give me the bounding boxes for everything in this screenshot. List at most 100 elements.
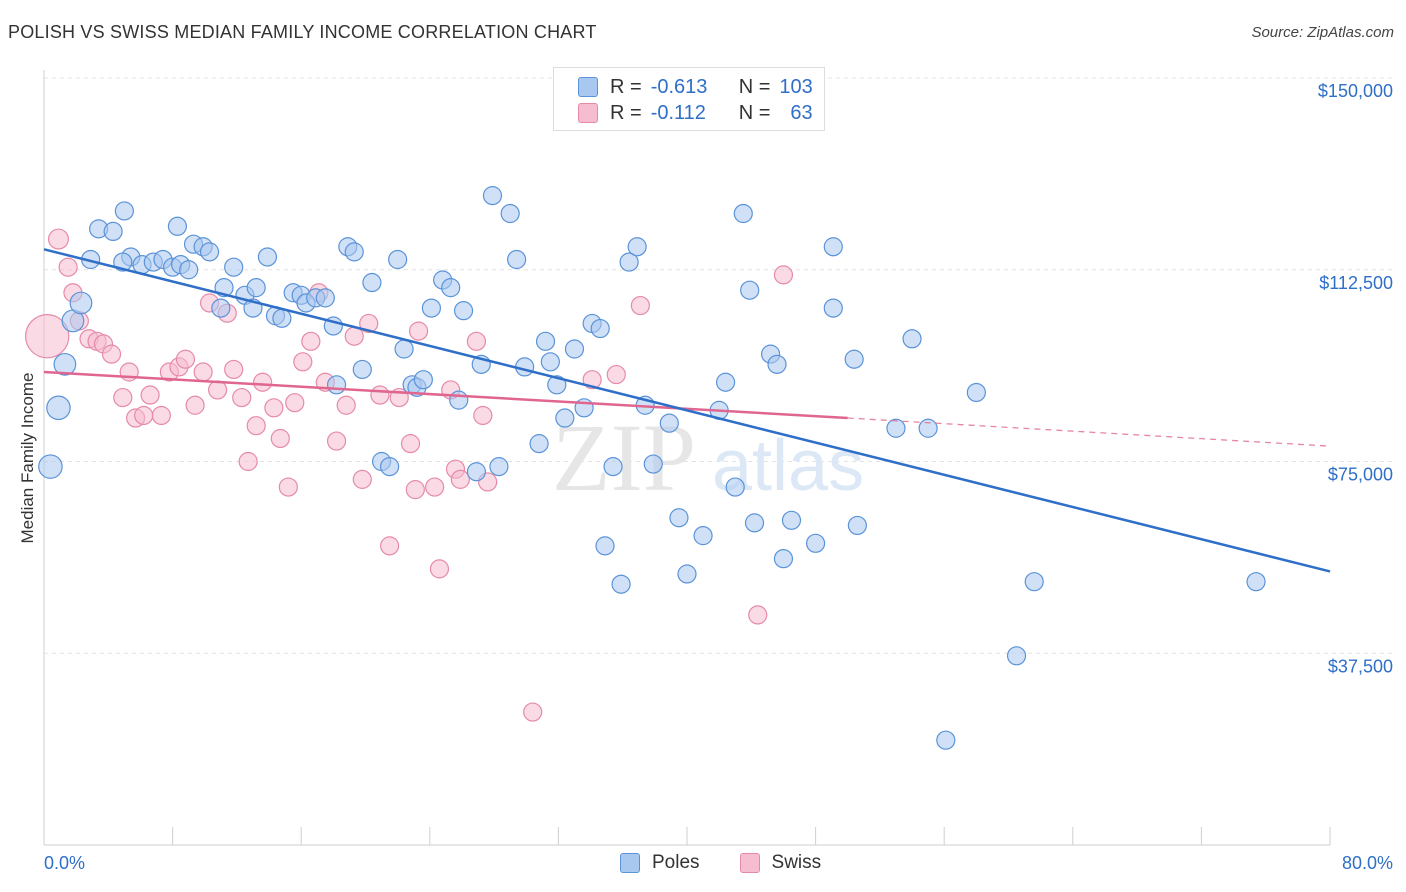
poles-point-60 xyxy=(529,434,549,454)
swiss-point-18 xyxy=(185,395,205,415)
legend-item-poles[interactable]: Poles xyxy=(620,852,700,874)
poles-point-72 xyxy=(619,252,639,272)
swiss-trend-extension xyxy=(847,417,1331,447)
y-tick-label-0: $37,500 xyxy=(1328,656,1393,676)
swiss-point-13 xyxy=(140,385,160,405)
swiss-r-label: R = xyxy=(610,101,642,124)
poles-point-98 xyxy=(966,382,986,403)
poles-point-70 xyxy=(603,457,623,477)
swiss-point-47 xyxy=(425,477,445,497)
poles-point-26 xyxy=(246,278,266,298)
poles-point-69 xyxy=(595,536,615,556)
poles-n-label: N = xyxy=(738,75,771,98)
swiss-legend-label: Swiss xyxy=(771,852,822,873)
swiss-point-8 xyxy=(101,344,122,364)
poles-point-73 xyxy=(627,237,647,257)
swiss-point-58 xyxy=(630,295,650,316)
poles-point-87 xyxy=(767,354,787,374)
poles-point-9 xyxy=(113,252,133,272)
swiss-point-19 xyxy=(193,362,213,382)
poles-point-81 xyxy=(715,372,736,392)
poles-point-4 xyxy=(69,291,93,315)
swiss-point-52 xyxy=(466,331,487,351)
swiss-point-57 xyxy=(606,364,626,385)
axis-labels: $37,500 $75,000 $112,500 $150,000 0.0% 80.0% M… xyxy=(18,81,1393,873)
poles-point-82 xyxy=(725,477,745,497)
poles-point-61 xyxy=(535,331,556,351)
y-axis-label: Median Family Income xyxy=(18,372,37,543)
watermark: ZIP atlas xyxy=(552,404,864,511)
poles-point-7 xyxy=(103,221,123,241)
poles-point-27 xyxy=(257,247,278,267)
poles-point-1 xyxy=(46,395,71,421)
swiss-point-37 xyxy=(336,395,356,415)
poles-point-88 xyxy=(773,549,794,569)
swiss-point-21 xyxy=(208,380,228,400)
poles-point-84 xyxy=(740,280,760,300)
poles-point-92 xyxy=(823,298,843,318)
poles-point-47 xyxy=(413,370,433,390)
poles-point-0 xyxy=(38,454,63,479)
swiss-point-62 xyxy=(773,265,794,285)
stats-legend: R = -0.613 N = 103 R = -0.112 N = 63 xyxy=(553,67,825,131)
poles-point-19 xyxy=(199,242,220,262)
swiss-point-30 xyxy=(278,477,298,497)
poles-point-15 xyxy=(114,201,134,221)
poles-trend-line xyxy=(43,248,1331,573)
poles-point-42 xyxy=(380,457,400,477)
swiss-point-48 xyxy=(429,559,450,579)
poles-point-58 xyxy=(507,249,527,270)
poles-point-63 xyxy=(547,375,567,395)
swiss-point-1 xyxy=(47,228,69,250)
poles-point-94 xyxy=(847,515,867,536)
swiss-point-27 xyxy=(253,372,273,392)
poles-point-52 xyxy=(453,301,474,321)
poles-point-2 xyxy=(53,352,77,376)
poles-point-102 xyxy=(936,730,956,750)
x-tick-label-max: 80.0% xyxy=(1342,853,1393,873)
poles-point-16 xyxy=(167,216,188,236)
legend-row-swiss: R = -0.112 N = 63 xyxy=(578,100,813,126)
y-tick-label-1: $75,000 xyxy=(1328,465,1393,485)
poles-legend-label: Poles xyxy=(652,852,700,873)
swiss-point-55 xyxy=(523,702,543,722)
poles-point-38 xyxy=(344,242,364,262)
poles-point-43 xyxy=(388,249,408,270)
trend-lines xyxy=(43,248,1331,573)
poles-point-62 xyxy=(540,352,560,372)
poles-point-75 xyxy=(643,454,663,474)
swiss-point-42 xyxy=(380,536,400,556)
swiss-point-24 xyxy=(232,387,252,408)
poles-point-53 xyxy=(466,462,487,482)
swiss-n-value: 63 xyxy=(790,101,813,124)
poles-point-93 xyxy=(844,349,864,369)
swiss-point-28 xyxy=(264,398,284,418)
swiss-point-23 xyxy=(224,359,244,380)
poles-point-91 xyxy=(823,237,843,257)
swiss-legend-swatch xyxy=(739,853,760,873)
poles-point-21 xyxy=(211,298,231,318)
poles-points xyxy=(38,186,1266,750)
swiss-r-value: -0.112 xyxy=(650,101,706,124)
poles-point-101 xyxy=(1246,572,1266,592)
poles-r-label: R = xyxy=(610,75,642,98)
swiss-point-39 xyxy=(352,469,372,489)
poles-point-29 xyxy=(272,308,292,328)
source-label: Source: ZipAtlas.com xyxy=(1251,24,1394,41)
swiss-point-44 xyxy=(400,434,421,454)
y-tick-label-2: $112,500 xyxy=(1319,273,1393,293)
swiss-point-40 xyxy=(359,313,379,334)
poles-point-99 xyxy=(1006,646,1027,666)
poles-n-value: 103 xyxy=(779,75,813,98)
poles-point-23 xyxy=(224,257,244,277)
poles-point-56 xyxy=(489,457,509,477)
legend-item-swiss[interactable]: Swiss xyxy=(739,852,822,874)
swiss-point-41 xyxy=(370,385,390,405)
poles-point-77 xyxy=(669,508,689,528)
poles-point-89 xyxy=(781,510,802,530)
poles-point-34 xyxy=(315,288,335,308)
swiss-point-26 xyxy=(246,416,266,436)
poles-point-55 xyxy=(482,186,503,206)
swiss-point-9 xyxy=(113,387,133,408)
